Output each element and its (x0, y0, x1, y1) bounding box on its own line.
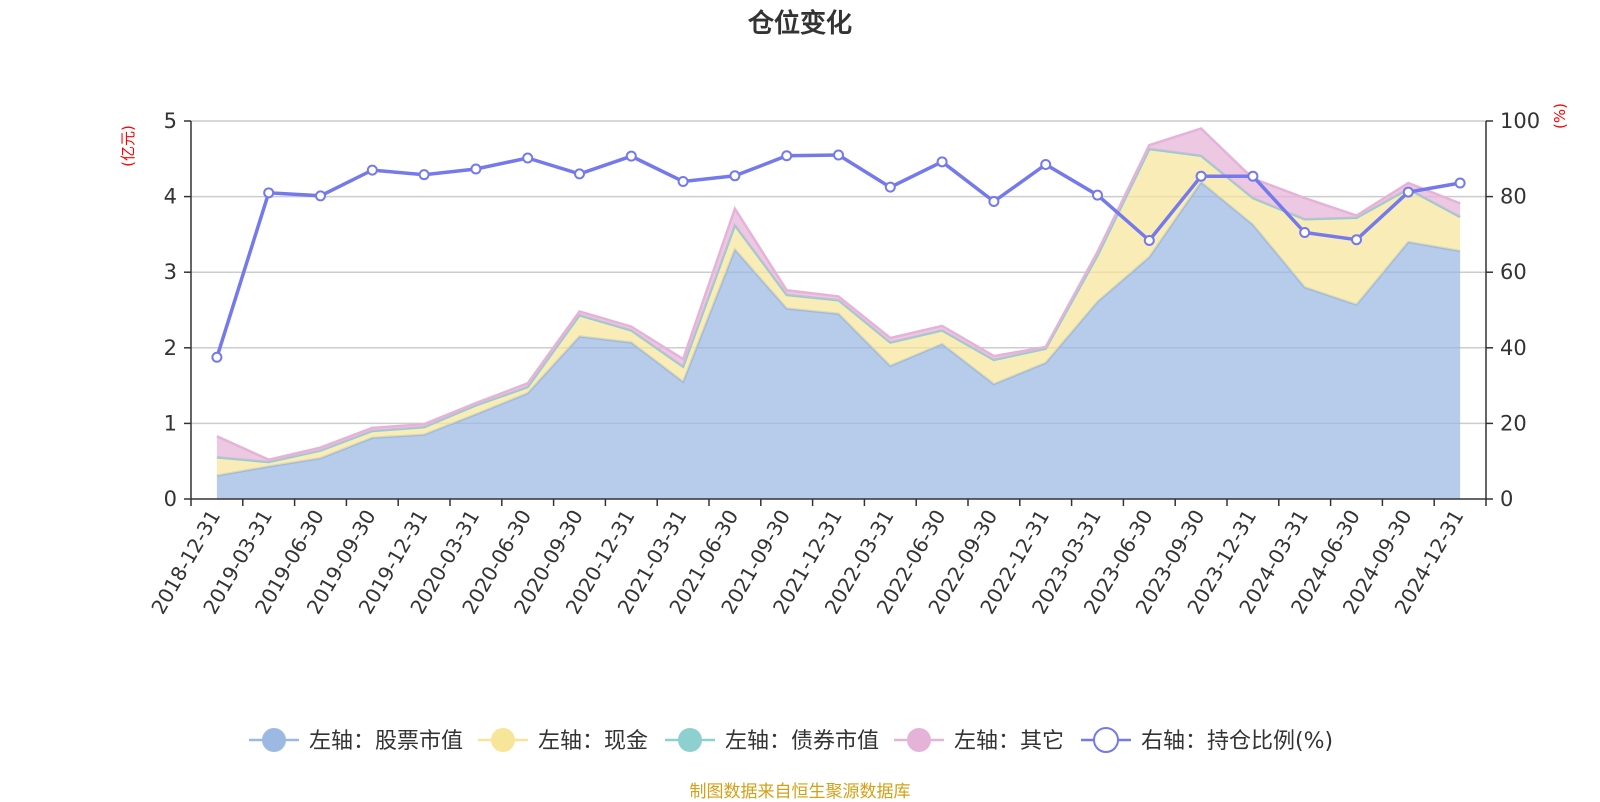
y-right-tick-label: 60 (1500, 260, 1527, 284)
legend-item: 左轴：其它 (894, 728, 1064, 754)
legend-item: 左轴：股票市值 (249, 728, 463, 754)
area-9bb9e3 (216, 182, 1461, 499)
legend-label: 左轴：现金 (538, 729, 648, 754)
y-left-tick-label: 1 (164, 411, 177, 435)
ratio-point (522, 152, 534, 164)
ratio-point (833, 149, 844, 161)
data-source-note: 制图数据来自恒生聚源数据库 (689, 782, 911, 802)
legend-item: 左轴：债券市值 (665, 728, 879, 754)
ratio-point (263, 187, 275, 199)
chart-title: 仓位变化 (747, 8, 852, 39)
ratio-point (729, 170, 741, 182)
ratio-point (1195, 170, 1207, 182)
y-right-tick-label: 100 (1500, 109, 1540, 133)
legend-label: 左轴：债券市值 (725, 729, 879, 754)
ratio-point (315, 190, 326, 202)
ratio-point (1247, 170, 1259, 182)
ratio-point (884, 181, 896, 193)
left-axis-unit: (亿元) (119, 125, 137, 167)
ratio-point (1402, 186, 1414, 198)
ratio-point (988, 196, 1000, 208)
holding-ratio-line (211, 149, 1466, 363)
legend-marker (262, 728, 286, 752)
y-right-tick-label: 20 (1500, 411, 1527, 435)
ratio-point (677, 175, 689, 187)
ratio-point (781, 150, 793, 162)
ratio-point (625, 150, 637, 162)
legend-marker (678, 728, 702, 752)
ratio-point (1454, 177, 1466, 189)
y-left-tick-label: 5 (164, 109, 177, 133)
y-left-tick-label: 4 (164, 185, 177, 209)
ratio-point (470, 163, 482, 175)
legend-item: 左轴：现金 (478, 728, 648, 754)
area-f7e59a (216, 149, 1461, 476)
legend-marker (491, 728, 515, 752)
legend-marker (907, 728, 931, 752)
ratio-point (1092, 189, 1103, 201)
y-right-tick-label: 80 (1500, 185, 1527, 209)
legend-marker (1093, 727, 1119, 753)
y-left-tick-label: 0 (164, 487, 177, 511)
right-axis-unit: (%) (1551, 103, 1569, 129)
y-left-tick-label: 2 (164, 336, 177, 360)
legend-label: 右轴：持仓比例(%) (1141, 729, 1333, 754)
ratio-point (418, 169, 430, 181)
legend: 左轴：股票市值 左轴：现金 左轴：债券市值 左轴：其它 右轴：持仓比例(%) (249, 727, 1333, 754)
ratio-point (211, 351, 223, 363)
legend-label: 左轴：其它 (954, 729, 1064, 754)
ratio-point (936, 156, 948, 168)
legend-label: 左轴：股票市值 (309, 729, 463, 754)
ratio-point (366, 164, 378, 176)
y-right-tick-label: 40 (1500, 336, 1527, 360)
y-left-tick-label: 3 (164, 260, 177, 284)
stacked-areas (216, 127, 1461, 499)
ratio-point (574, 168, 585, 180)
legend-item: 右轴：持仓比例(%) (1081, 727, 1333, 754)
ratio-point (1143, 234, 1155, 246)
y-right-tick-label: 0 (1500, 487, 1513, 511)
ratio-point (1351, 234, 1362, 246)
ratio-point (1299, 227, 1311, 239)
ratio-point (1040, 158, 1052, 170)
